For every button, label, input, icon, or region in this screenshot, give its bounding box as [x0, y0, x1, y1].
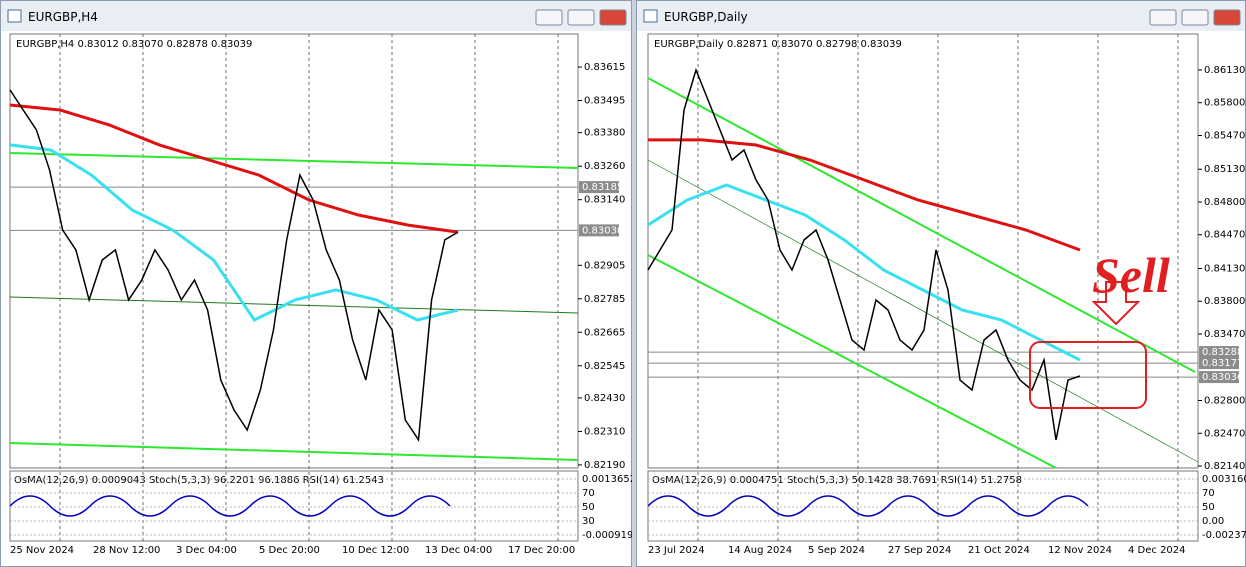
- date-label: 12 Nov 2024: [1048, 545, 1112, 556]
- window-title: EURGBP,Daily: [664, 10, 748, 24]
- price-label: 0.85470: [1204, 130, 1245, 141]
- price-label: 0.83470: [1204, 329, 1245, 340]
- chart-header: EURGBP,H4 0.83012 0.83070 0.82878 0.8303…: [16, 39, 252, 50]
- price-badge-label: 0.83288: [1202, 347, 1243, 358]
- price-badge-label: 0.83185: [582, 182, 623, 193]
- price-label: 0.82800: [1204, 396, 1245, 407]
- chart-area: [647, 33, 1199, 469]
- trendline: [647, 254, 1057, 469]
- date-label: 25 Nov 2024: [10, 545, 74, 556]
- price-label: 0.83495: [584, 96, 625, 107]
- indicator-tick-label: -0.0023791: [1202, 530, 1246, 541]
- chart-window: EURGBP,H4 EURGBP,H4 0.83012 0.83070 0.828…: [0, 0, 632, 567]
- date-label: 3 Dec 04:00: [176, 545, 237, 556]
- restore-button[interactable]: [1181, 9, 1209, 26]
- price-badge: [579, 181, 619, 194]
- date-label: 5 Sep 2024: [808, 545, 865, 556]
- price-label: 0.82785: [584, 294, 625, 305]
- trendline: [9, 296, 579, 314]
- price-label: 0.86130: [1204, 65, 1245, 76]
- date-label: 23 Jul 2024: [648, 545, 705, 556]
- price-label: 0.85800: [1204, 98, 1245, 109]
- price-label: 0.82140: [1204, 461, 1245, 472]
- indicator-tick-label: 30: [582, 516, 595, 527]
- date-label: 14 Aug 2024: [728, 545, 792, 556]
- price-badge-label: 0.83036: [1202, 372, 1243, 383]
- sell-zone: [1029, 341, 1147, 409]
- trendline: [9, 442, 579, 461]
- date-label: 17 Dec 20:00: [508, 545, 575, 556]
- price-label: 0.83380: [584, 128, 625, 139]
- indicator-tick-label: 70: [1202, 488, 1215, 499]
- price-label: 0.82190: [584, 460, 625, 471]
- indicator-tick-label: 0.00: [1202, 516, 1224, 527]
- indicator-tick-label: 0.0013652: [582, 474, 632, 485]
- sell-arrow: [1091, 281, 1141, 326]
- price-label: 0.82430: [584, 393, 625, 404]
- indicator-wave: [647, 495, 1089, 517]
- price-badge: [1199, 371, 1239, 384]
- price-badge: [1199, 346, 1239, 359]
- restore-button[interactable]: [567, 9, 595, 26]
- date-label: 5 Dec 20:00: [259, 545, 320, 556]
- close-button[interactable]: [599, 9, 627, 26]
- price-badge: [1199, 357, 1239, 370]
- price-label: 0.82905: [584, 260, 625, 271]
- minimize-button[interactable]: [1149, 9, 1177, 26]
- moving-average-slow: [648, 138, 1081, 252]
- price-label: 0.84470: [1204, 230, 1245, 241]
- indicator-label: OsMA(12,26,9) 0.0009043 Stoch(5,3,3) 96.…: [14, 475, 384, 486]
- price-label: 0.82545: [584, 361, 625, 372]
- price-label: 0.82665: [584, 327, 625, 338]
- trendline: [647, 159, 1199, 463]
- chart-window: EURGBP,Daily EURGBP,Daily 0.82871 0.83070…: [636, 0, 1246, 567]
- price-label: 0.82470: [1204, 428, 1245, 439]
- price-line: [9, 89, 459, 442]
- indicator-area: [9, 470, 579, 542]
- indicator-tick-label: 0.0031607: [1202, 474, 1246, 485]
- window-icon: [7, 9, 22, 23]
- price-line: [647, 67, 1081, 441]
- title-bar: [1, 1, 631, 31]
- annotation: Sell: [1092, 247, 1170, 303]
- indicator-tick-label: 50: [582, 502, 595, 513]
- indicator-wave: [9, 495, 451, 517]
- price-label: 0.83140: [584, 195, 625, 206]
- price-badge: [579, 224, 619, 237]
- price-label: 0.82310: [584, 426, 625, 437]
- trendline: [647, 77, 1196, 373]
- moving-average-slow: [9, 103, 459, 234]
- indicator-area: [647, 470, 1199, 542]
- price-label: 0.85130: [1204, 164, 1245, 175]
- indicator-tick-label: -0.0009190: [582, 530, 632, 541]
- minimize-button[interactable]: [535, 9, 563, 26]
- date-label: 28 Nov 12:00: [93, 545, 160, 556]
- price-label: 0.83615: [584, 62, 625, 73]
- price-badge-label: 0.83177: [1202, 358, 1243, 369]
- date-label: 27 Sep 2024: [888, 545, 951, 556]
- price-badge-label: 0.83030: [582, 225, 623, 236]
- indicator-tick-label: 70: [582, 488, 595, 499]
- window-title: EURGBP,H4: [28, 10, 98, 24]
- date-label: 13 Dec 04:00: [425, 545, 492, 556]
- window-icon: [643, 9, 658, 23]
- close-button[interactable]: [1213, 9, 1241, 26]
- date-label: 4 Dec 2024: [1128, 545, 1186, 556]
- chart-header: EURGBP,Daily 0.82871 0.83070 0.82798 0.8…: [654, 39, 902, 50]
- date-label: 10 Dec 12:00: [342, 545, 409, 556]
- indicator-tick-label: 50: [1202, 502, 1215, 513]
- moving-average-fast: [9, 143, 459, 322]
- moving-average-fast: [647, 183, 1081, 362]
- title-bar: [637, 1, 1245, 31]
- price-label: 0.83260: [584, 161, 625, 172]
- chart-area: [9, 33, 579, 469]
- trendline: [9, 152, 579, 169]
- price-label: 0.84800: [1204, 197, 1245, 208]
- price-label: 0.84130: [1204, 263, 1245, 274]
- price-label: 0.83800: [1204, 296, 1245, 307]
- date-label: 21 Oct 2024: [968, 545, 1030, 556]
- indicator-label: OsMA(12,26,9) 0.0004751 Stoch(5,3,3) 50.…: [652, 475, 1022, 486]
